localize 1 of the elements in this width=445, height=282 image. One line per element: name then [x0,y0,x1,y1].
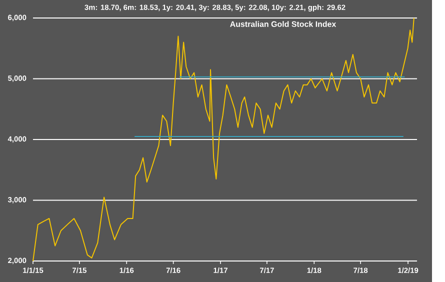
line-series [32,18,414,262]
